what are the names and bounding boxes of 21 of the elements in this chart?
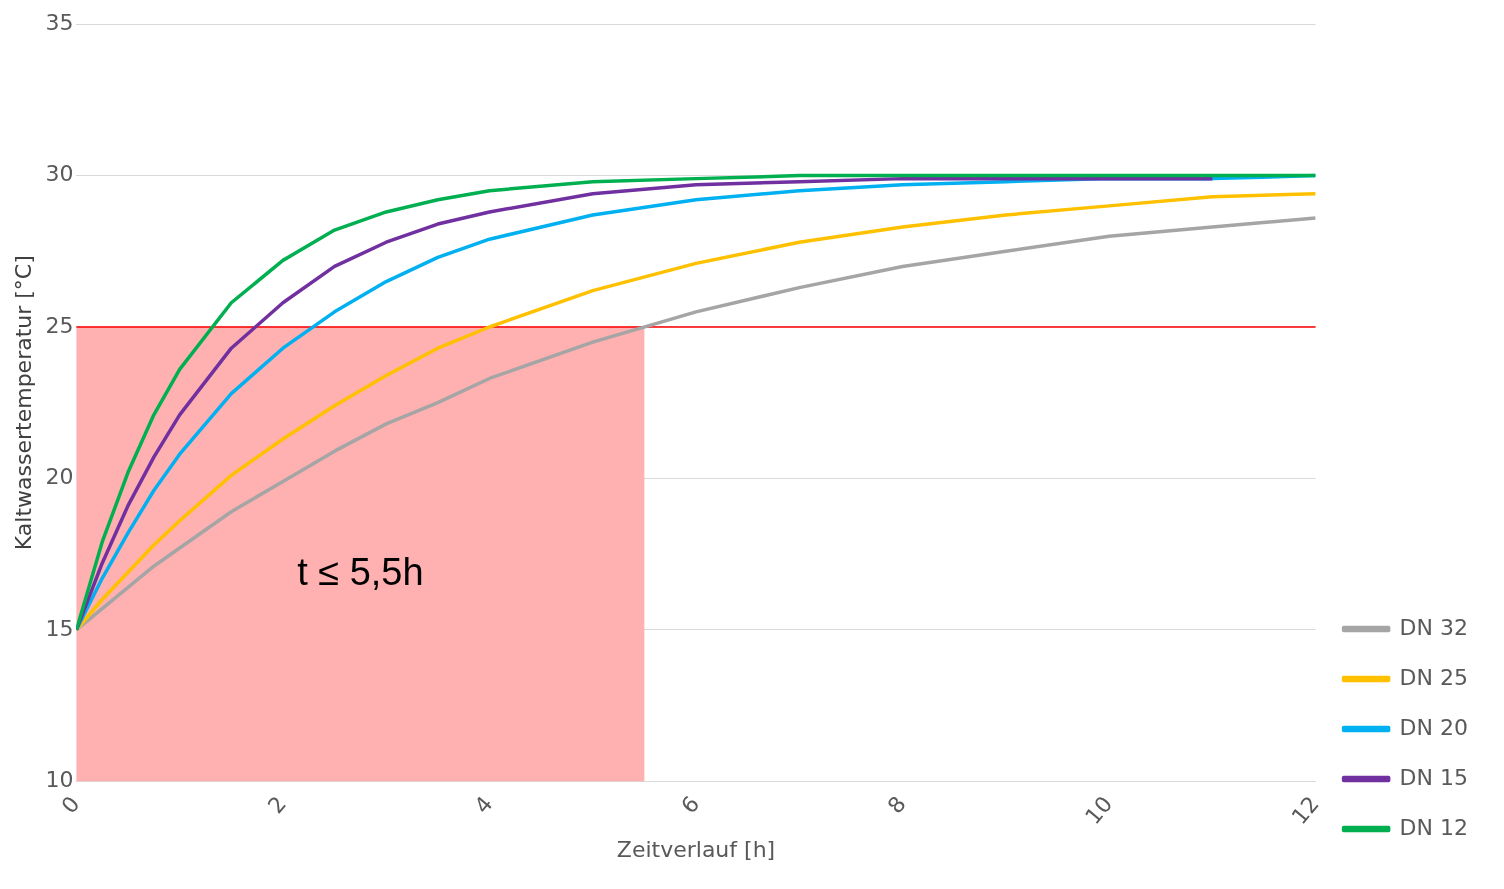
- x-tick-label: 6: [676, 791, 705, 819]
- x-axis-title: Zeitverlauf [h]: [616, 836, 776, 862]
- y-tick-label: 30: [45, 161, 74, 187]
- y-tick-label: 35: [45, 9, 74, 35]
- x-tick-label: 10: [1080, 791, 1118, 829]
- legend-label: DN 20: [1399, 714, 1469, 740]
- y-axis-title: Kaltwassertemperatur [°C]: [10, 255, 36, 551]
- legend-label: DN 25: [1399, 664, 1469, 690]
- legend-label: DN 12: [1399, 814, 1469, 840]
- y-tick-label: 10: [45, 766, 74, 792]
- x-tick-label: 12: [1286, 791, 1324, 829]
- legend-label: DN 15: [1399, 764, 1469, 790]
- y-tick-label: 20: [45, 464, 74, 490]
- x-tick-label: 4: [469, 791, 498, 819]
- x-tick-label: 8: [882, 791, 911, 819]
- y-tick-label: 15: [45, 615, 74, 641]
- legend-label: DN 32: [1399, 614, 1469, 640]
- x-tick-label: 2: [262, 791, 292, 819]
- annotation: t ≤ 5,5h: [297, 550, 424, 593]
- x-tick-label: 0: [56, 791, 85, 819]
- y-tick-label: 25: [45, 312, 74, 338]
